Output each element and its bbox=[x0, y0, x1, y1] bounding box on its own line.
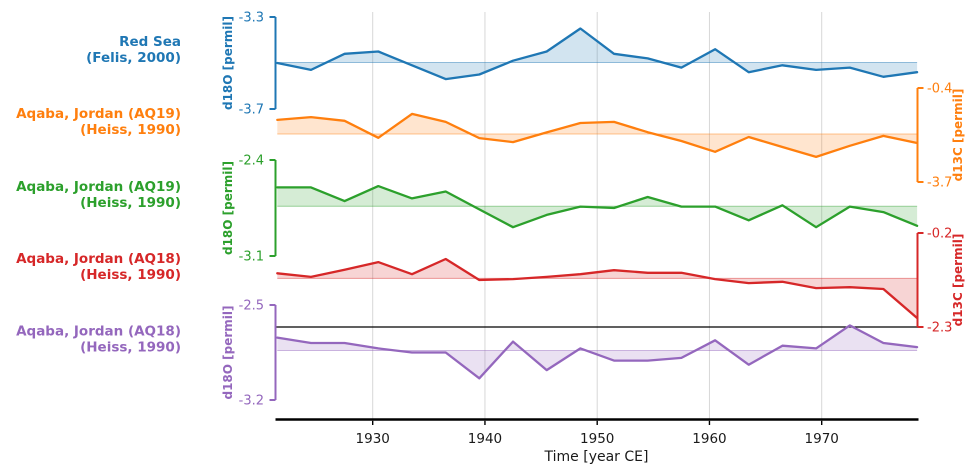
x-tick-label-1970: 1970 bbox=[805, 431, 839, 447]
series-0-ytick-label-0: -3.3 bbox=[239, 11, 264, 26]
series-0-fill bbox=[277, 28, 918, 80]
series-1-fill bbox=[277, 113, 918, 157]
series-4-axis-label: d18O [permil] bbox=[221, 305, 235, 399]
series-4-row-label: Aqaba, Jordan (AQ18) (Heiss, 1990) bbox=[16, 324, 181, 356]
series-1-ytick-label-0: -0.4 bbox=[927, 82, 952, 97]
x-tick-label-1940: 1940 bbox=[468, 431, 502, 447]
series-1-ytick-label-1: -3.7 bbox=[927, 176, 952, 191]
series-3-row-label: Aqaba, Jordan (AQ18) (Heiss, 1990) bbox=[16, 251, 181, 283]
x-tick-label-1950: 1950 bbox=[580, 431, 614, 447]
series-0-line bbox=[276, 27, 919, 81]
gridlines-layer bbox=[372, 12, 823, 420]
series-3-fill bbox=[277, 259, 918, 318]
series-2-ytick-label-1: -3.1 bbox=[239, 250, 264, 265]
series-3-ytick-label-0: -0.2 bbox=[927, 227, 952, 242]
series-4-fill bbox=[277, 325, 918, 379]
series-3-line bbox=[276, 257, 919, 320]
series-1-line bbox=[276, 112, 919, 159]
series-0-ytick-label-1: -3.7 bbox=[239, 103, 264, 118]
series-4-ytick-label-1: -3.2 bbox=[239, 394, 264, 409]
series-2-ytick-label-0: -2.4 bbox=[239, 154, 264, 169]
x-tick-label-1930: 1930 bbox=[356, 431, 390, 447]
series-0-axis-label: d18O [permil] bbox=[221, 16, 235, 110]
x-axis-title: Time [year CE] bbox=[544, 449, 649, 465]
text-layer: -3.3 -3.7 d18O [permil] Red Sea (Felis, 2000… bbox=[16, 11, 965, 447]
series-0-row-label: Red Sea (Felis, 2000) bbox=[86, 34, 181, 66]
series-3-axis-label: d13C [permil] bbox=[951, 234, 965, 327]
series-lines-layer bbox=[276, 27, 919, 380]
x-tick-label-1960: 1960 bbox=[692, 431, 726, 447]
series-4-line bbox=[276, 324, 919, 380]
series-2-row-label: Aqaba, Jordan (AQ19) (Heiss, 1990) bbox=[16, 179, 181, 211]
series-4-ytick-label-0: -2.5 bbox=[239, 299, 264, 314]
series-2-axis-label: d18O [permil] bbox=[221, 161, 235, 255]
series-1-axis-label: d13C [permil] bbox=[951, 89, 965, 182]
axes-layer bbox=[269, 16, 924, 425]
series-3-ytick-label-1: -2.3 bbox=[927, 321, 952, 336]
series-2-line bbox=[276, 184, 919, 229]
series-1-row-label: Aqaba, Jordan (AQ19) (Heiss, 1990) bbox=[16, 106, 181, 138]
